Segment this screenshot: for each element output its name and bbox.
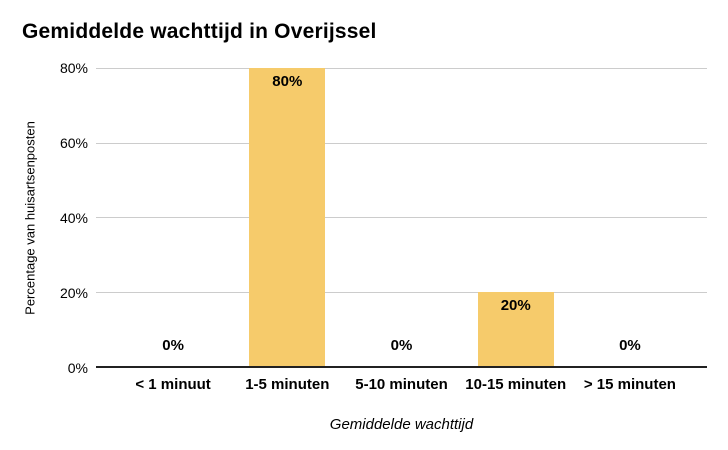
- y-tick-label: 80%: [59, 60, 88, 76]
- x-tick-label: < 1 minuut: [135, 376, 211, 393]
- y-tick-label: 60%: [59, 135, 88, 151]
- gridline: [96, 142, 707, 144]
- bar-value-label: 20%: [500, 296, 531, 314]
- chart-title: Gemiddelde wachttijd in Overijssel: [22, 20, 377, 43]
- plot-area: 0% 80% 0% 20% 0%: [96, 68, 707, 368]
- bar-value-label: 0%: [619, 337, 641, 354]
- bars-row: 0% 80% 0% 20% 0%: [96, 68, 707, 366]
- x-axis-ticks: < 1 minuut 1-5 minuten 5-10 minuten 10-15 m…: [96, 376, 707, 393]
- bar-column: 20%: [459, 68, 573, 366]
- bar-column: 0%: [344, 68, 458, 366]
- x-tick-label: 1-5 minuten: [245, 376, 330, 393]
- gridline: [96, 291, 707, 293]
- y-axis-ticks: 0% 20% 40% 60% 80%: [0, 60, 88, 376]
- bar-column: 80%: [230, 68, 344, 366]
- bar: 80%: [249, 68, 326, 366]
- x-tick-label: 10-15 minuten: [465, 376, 567, 393]
- x-tick-label: > 15 minuten: [583, 376, 676, 393]
- gridline: [96, 217, 707, 218]
- bar-value-label: 0%: [390, 337, 413, 354]
- y-tick-label: 20%: [59, 285, 88, 301]
- bar-column: 0%: [116, 68, 230, 366]
- bar-value-label: 80%: [272, 73, 303, 90]
- bar-column: 0%: [573, 68, 687, 366]
- bar: 20%: [477, 291, 554, 366]
- y-tick-label: 0%: [67, 360, 88, 376]
- y-tick-label: 40%: [59, 210, 88, 226]
- bar-value-label: 0%: [162, 337, 184, 354]
- gridline: [96, 68, 707, 69]
- x-tick-label: 5-10 minuten: [355, 376, 448, 393]
- x-axis-title: Gemiddelde wachttijd: [329, 416, 474, 433]
